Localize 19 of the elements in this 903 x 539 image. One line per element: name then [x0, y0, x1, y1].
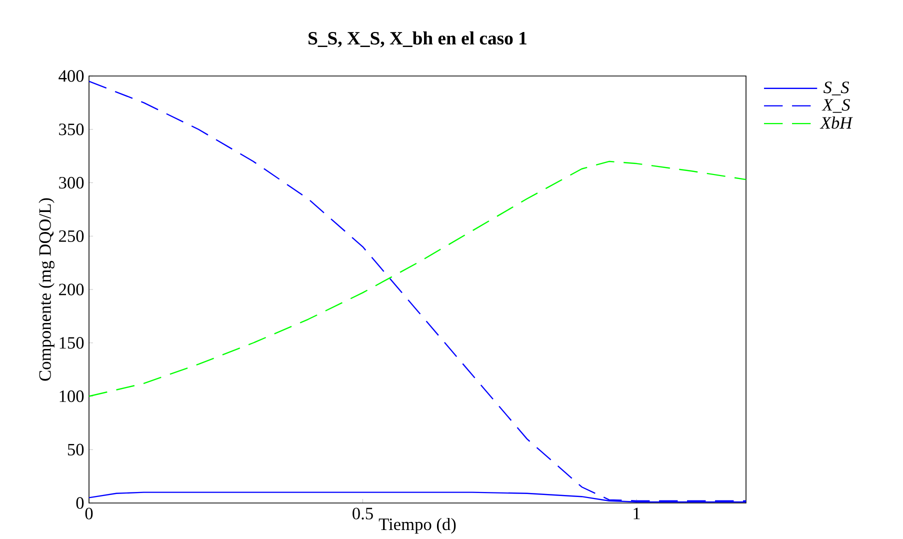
chart-title: S_S, X_S, X_bh en el caso 1 [308, 31, 526, 48]
legend-label: X_S [822, 99, 850, 113]
y-tick-label: 200 [59, 284, 84, 296]
legend-label: S_S [823, 82, 849, 96]
x-tick-label: 1 [634, 508, 640, 520]
y-tick-label: 300 [59, 176, 84, 189]
y-tick-label: 100 [60, 390, 84, 402]
y-tick-label: 150 [60, 337, 84, 349]
legend-label: XbH [820, 116, 853, 129]
y-tick-label: 350 [59, 124, 84, 136]
y-axis-title: Componente (mg DQO/L) [38, 198, 54, 381]
x-tick-label: 0 [85, 508, 93, 520]
x-tick-label: 0.5 [352, 508, 373, 520]
line-series [89, 160, 746, 397]
y-tick-label: 400 [58, 70, 84, 82]
x-axis-title: Tiempo (d) [378, 518, 456, 534]
y-tick-label: 50 [68, 444, 84, 456]
y-tick-label: 0 [76, 497, 84, 509]
y-tick-label: 250 [59, 230, 84, 242]
